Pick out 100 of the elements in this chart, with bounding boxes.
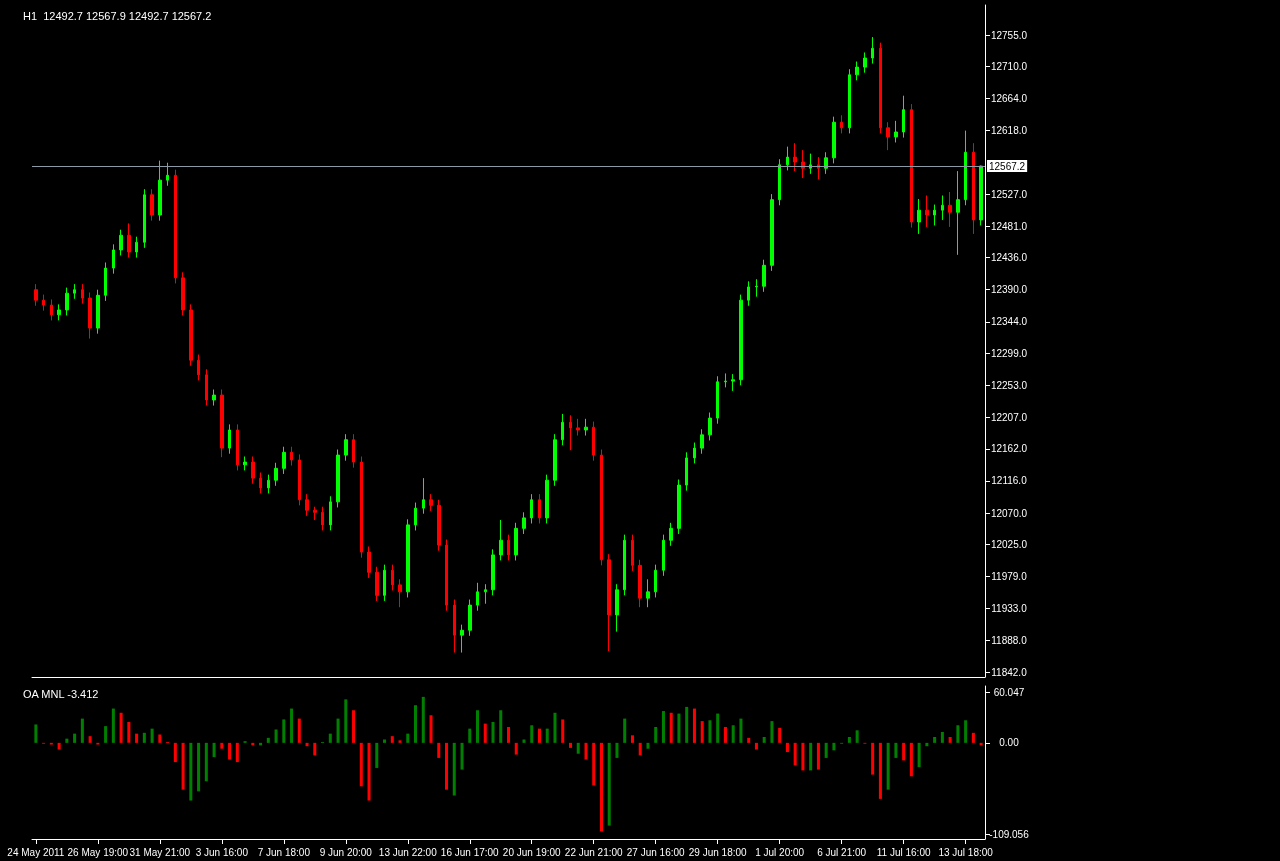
bar	[770, 721, 774, 743]
candlestick	[623, 534, 626, 596]
candlestick	[313, 506, 317, 521]
y-tick-label: 11842.0	[991, 666, 1028, 678]
candlestick	[344, 433, 348, 462]
candlestick	[212, 389, 216, 407]
x-tick-label: 26 May 19:00	[67, 846, 129, 858]
bar	[592, 742, 596, 786]
y-tick-label: 12527.0	[990, 188, 1028, 200]
candlestick	[778, 158, 781, 206]
bar	[902, 742, 906, 761]
y-tick-label: 11888.0	[991, 634, 1028, 646]
bar	[871, 742, 875, 775]
candlestick	[422, 477, 425, 515]
y-tick-label: 11979.0	[991, 571, 1028, 583]
candlestick	[902, 95, 905, 139]
x-tick-label: 31 May 21:00	[129, 846, 191, 858]
bar	[104, 726, 108, 743]
bar	[669, 712, 673, 743]
bar	[119, 712, 123, 743]
bar	[576, 742, 580, 754]
candlestick	[50, 298, 53, 321]
bar	[158, 734, 162, 743]
bar	[398, 740, 402, 743]
candlestick	[894, 120, 898, 143]
candlestick	[646, 578, 650, 608]
bar	[452, 742, 456, 796]
candlestick	[607, 553, 611, 652]
candlestick	[576, 418, 580, 437]
candlestick	[700, 428, 704, 455]
bar	[925, 742, 929, 747]
bar	[375, 742, 379, 768]
candlestick	[445, 539, 448, 612]
candlestick	[259, 472, 262, 494]
candlestick	[236, 423, 239, 471]
candlestick	[584, 418, 588, 437]
bar	[778, 727, 782, 743]
bar	[933, 737, 937, 743]
bar	[971, 732, 975, 743]
bar	[917, 742, 921, 768]
bar	[661, 711, 665, 743]
bar	[499, 710, 503, 743]
y-tick-label: 12618.0	[990, 125, 1028, 137]
bar	[414, 705, 418, 743]
bar	[57, 742, 61, 750]
candlestick	[917, 198, 921, 235]
bar	[359, 742, 363, 787]
x-tick-label: 7 Jun 18:00	[257, 846, 311, 858]
bar	[65, 738, 69, 743]
candlestick	[840, 114, 843, 134]
y-tick-label: 0.00	[999, 737, 1020, 749]
candlestick	[770, 193, 774, 272]
candlestick	[716, 375, 719, 425]
bar	[421, 696, 425, 743]
x-tick-label: 1 Jul 20:00	[755, 846, 805, 858]
bar	[282, 719, 286, 743]
x-tick-label: 11 Jul 16:00	[876, 846, 931, 858]
bar	[142, 732, 146, 743]
candlestick	[453, 599, 456, 654]
bar	[584, 742, 588, 760]
bar	[723, 726, 727, 743]
bar	[328, 733, 332, 743]
candlestick	[437, 499, 441, 552]
bar	[607, 742, 611, 826]
bar	[390, 736, 394, 743]
x-tick-label: 3 Jun 16:00	[195, 846, 249, 858]
candlestick	[305, 493, 309, 517]
candlestick	[34, 283, 38, 307]
bar	[685, 706, 689, 743]
bar	[793, 742, 797, 766]
candlestick	[956, 170, 960, 256]
x-tick-label: 6 Jul 21:00	[817, 846, 867, 858]
candlestick	[81, 283, 84, 305]
x-tick-label: 27 Jun 16:00	[626, 846, 686, 858]
bar	[88, 736, 92, 743]
bar	[832, 742, 836, 751]
candlestick	[793, 142, 797, 172]
bar	[111, 708, 115, 743]
candlestick	[391, 564, 394, 591]
y-tick-label: 12162.0	[990, 443, 1028, 455]
x-tick-label: 16 Jun 17:00	[440, 846, 500, 858]
candlestick	[941, 195, 944, 221]
candlestick	[871, 36, 874, 65]
candlestick	[174, 169, 177, 284]
candlestick	[282, 446, 286, 475]
y-tick-label: 12253.0	[990, 379, 1028, 391]
bar	[731, 725, 735, 743]
candlestick	[429, 493, 433, 512]
bar	[80, 718, 84, 743]
chart-title: H1 12492.7 12567.9 12492.7 12567.2	[23, 9, 212, 22]
candlestick	[398, 578, 402, 608]
candlestick	[42, 294, 45, 312]
bar	[940, 731, 944, 743]
candlestick	[414, 502, 417, 531]
candlestick	[972, 142, 975, 235]
x-tick-label: 24 May 2011	[7, 846, 65, 858]
candlestick	[360, 455, 363, 559]
bar	[197, 742, 201, 792]
bar	[173, 742, 177, 763]
bar	[313, 742, 317, 756]
